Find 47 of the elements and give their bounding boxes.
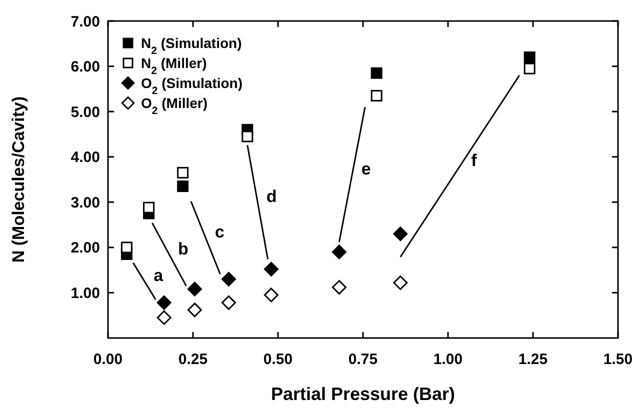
x-axis-title: Partial Pressure (Bar) xyxy=(270,384,456,404)
x-tick-label: 1.25 xyxy=(518,351,548,368)
y-tick-label: 4.00 xyxy=(70,149,100,166)
y-tick-label: 3.00 xyxy=(70,194,100,212)
point xyxy=(264,288,278,302)
legend-label: O$_{2}$ (Simulation) xyxy=(141,74,243,97)
series-label: a xyxy=(154,266,164,286)
series-label: f xyxy=(471,151,478,170)
point xyxy=(221,272,236,286)
legend-label: N$_{2}$ (Simulation) xyxy=(141,34,242,57)
point xyxy=(187,282,202,296)
x-tick-label: 0.50 xyxy=(263,351,293,368)
x-tick-label: 1.50 xyxy=(603,351,633,368)
legend-label: N$_{2}$ (Miller) xyxy=(141,54,207,77)
series-label: d xyxy=(266,187,277,206)
y-tick-label: 6.00 xyxy=(70,58,100,76)
y-tick-label: 2.00 xyxy=(70,240,100,257)
point xyxy=(143,202,155,214)
point xyxy=(187,302,202,318)
point xyxy=(524,51,536,63)
x-tick-label: 0.25 xyxy=(178,351,208,368)
series-label: b xyxy=(178,239,188,258)
point xyxy=(120,242,132,254)
y-tick-label: 5.00 xyxy=(70,104,100,121)
point xyxy=(524,62,536,74)
x-tick-label: 1.00 xyxy=(433,351,463,368)
legend-label: O$_{2}$ (Miller) xyxy=(141,94,208,117)
point xyxy=(332,244,346,260)
point xyxy=(177,180,189,192)
y-axis-title: N (Molecules/Cavity) xyxy=(9,96,28,263)
point xyxy=(393,226,408,242)
y-tick-label: 7.00 xyxy=(70,13,100,30)
point xyxy=(332,280,346,295)
point xyxy=(242,130,254,142)
series-label: e xyxy=(361,159,371,178)
x-tick-label: 0.00 xyxy=(93,351,123,368)
point xyxy=(370,90,382,102)
y-tick-label: 1.00 xyxy=(70,284,100,302)
point xyxy=(156,295,172,310)
series-label: c xyxy=(214,222,224,242)
point xyxy=(393,276,408,290)
point xyxy=(370,67,382,79)
point xyxy=(156,310,172,325)
x-tick-label: 0.75 xyxy=(348,351,378,368)
point xyxy=(264,262,278,276)
point xyxy=(221,295,236,310)
point xyxy=(177,166,189,178)
